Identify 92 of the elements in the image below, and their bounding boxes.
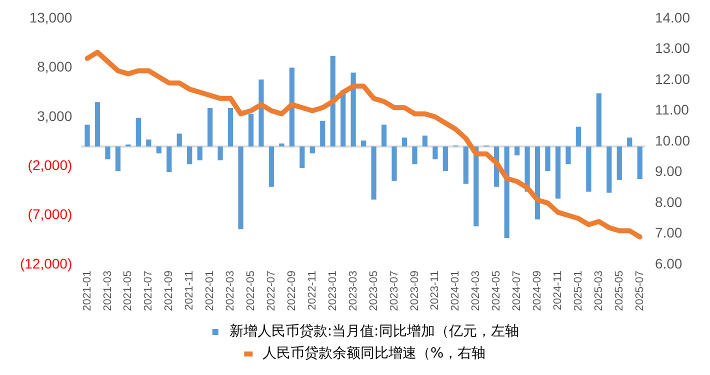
x-tick-label: 2022-05 (245, 270, 258, 312)
bar (596, 93, 602, 146)
bar (268, 146, 274, 187)
y2-tick-label: 12.00 (654, 70, 690, 87)
x-tick-label: 2021-05 (122, 270, 134, 312)
y-tick-label: (7,000) (28, 206, 72, 222)
bar (228, 108, 234, 146)
bar (238, 146, 244, 230)
bar (442, 146, 448, 172)
x-tick-label: 2024-07 (511, 270, 524, 312)
bar (392, 146, 397, 181)
legend-label: 新增人民币贷款:当月值:同比增加（亿元，左轴 (229, 324, 519, 340)
bar (381, 124, 387, 146)
bar (566, 146, 571, 164)
bar (320, 120, 326, 146)
bar (176, 134, 182, 146)
x-tick-label: 2021-01 (81, 270, 94, 312)
y2-tick-label: 11.00 (654, 102, 690, 118)
bar (576, 126, 582, 146)
bar (330, 56, 336, 146)
x-tick-label: 2025-05 (613, 270, 626, 312)
bar (360, 140, 366, 146)
y-tick-label: 3,000 (37, 108, 72, 124)
bar (402, 138, 408, 146)
bar (463, 146, 468, 184)
bar (248, 114, 254, 146)
x-tick-label: 2022-09 (286, 270, 298, 312)
bar (166, 146, 172, 172)
x-tick-label: 2024-05 (490, 270, 503, 312)
bar (115, 146, 121, 172)
bar (514, 146, 520, 156)
bar (105, 146, 110, 160)
bar (187, 146, 192, 164)
x-tick-label: 2021-09 (163, 270, 176, 312)
x-tick-label: 2021-03 (102, 270, 114, 312)
bar (504, 146, 510, 238)
bar (156, 146, 162, 154)
bar (422, 136, 428, 146)
y2-tick-label: 10.00 (654, 132, 690, 148)
y2-tick-label: 7.00 (654, 224, 682, 241)
y2-tick-label: 6.00 (654, 255, 682, 272)
x-tick-label: 2023-03 (347, 270, 360, 312)
bar (350, 72, 356, 146)
y-tick-label: 13,000 (29, 9, 72, 26)
bar (432, 146, 438, 160)
y2-tick-label: 8.00 (654, 194, 682, 210)
bar (289, 68, 294, 146)
x-tick-label: 2023-09 (408, 270, 421, 312)
bar (555, 146, 561, 199)
x-tick-label: 2024-11 (552, 270, 564, 310)
bar (279, 143, 284, 146)
bar (84, 124, 90, 146)
y2-tick-label: 9.00 (654, 163, 682, 180)
x-tick-label: 2024-03 (470, 270, 482, 312)
x-tick-label: 2023-11 (429, 270, 442, 310)
bar (218, 146, 223, 160)
x-tick-label: 2024-09 (532, 270, 544, 312)
x-tick-label: 2022-11 (306, 270, 318, 310)
bar (371, 146, 376, 200)
y-tick-label: (12,000) (20, 255, 72, 272)
bar (545, 146, 550, 172)
x-tick-label: 2023-05 (368, 270, 380, 312)
bar (637, 146, 642, 179)
x-tick-label: 2023-01 (326, 270, 339, 312)
bar (627, 138, 632, 146)
y-tick-label: 8,000 (37, 58, 72, 75)
x-tick-label: 2023-07 (388, 270, 400, 312)
x-tick-label: 2025-07 (634, 270, 646, 312)
bar (136, 118, 141, 146)
bar (94, 102, 100, 146)
bar (586, 146, 592, 192)
bar (146, 140, 152, 146)
bar (258, 79, 264, 146)
bar (606, 146, 612, 193)
x-tick-label: 2024-01 (450, 270, 462, 312)
bar (197, 146, 202, 160)
x-tick-label: 2025-03 (592, 270, 605, 312)
x-tick-label: 2021-07 (142, 270, 155, 312)
x-tick-label: 2021-11 (184, 270, 196, 310)
legend-label: 人民币贷款余额同比增速（%，右轴 (262, 346, 486, 362)
bar (616, 146, 622, 180)
bar (310, 146, 315, 154)
x-tick-label: 2022-03 (224, 270, 237, 312)
y2-tick-label: 14.00 (654, 9, 690, 26)
bar (412, 146, 418, 164)
bar (300, 146, 305, 168)
x-tick-label: 2022-07 (265, 270, 278, 312)
x-tick-label: 2022-01 (204, 270, 216, 312)
bar (208, 108, 213, 146)
y-tick-label: (2,000) (28, 157, 72, 173)
x-tick-label: 2025-01 (572, 270, 584, 312)
y2-tick-label: 13.00 (654, 40, 690, 56)
